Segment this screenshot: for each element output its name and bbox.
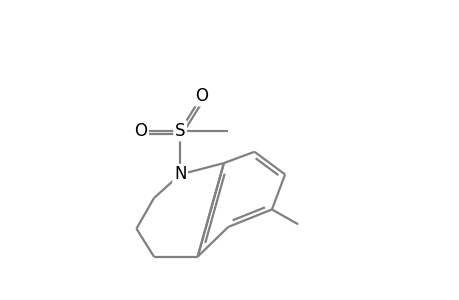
Text: O: O xyxy=(134,122,147,140)
Text: N: N xyxy=(174,166,186,184)
Text: O: O xyxy=(195,87,208,105)
Text: S: S xyxy=(174,122,185,140)
